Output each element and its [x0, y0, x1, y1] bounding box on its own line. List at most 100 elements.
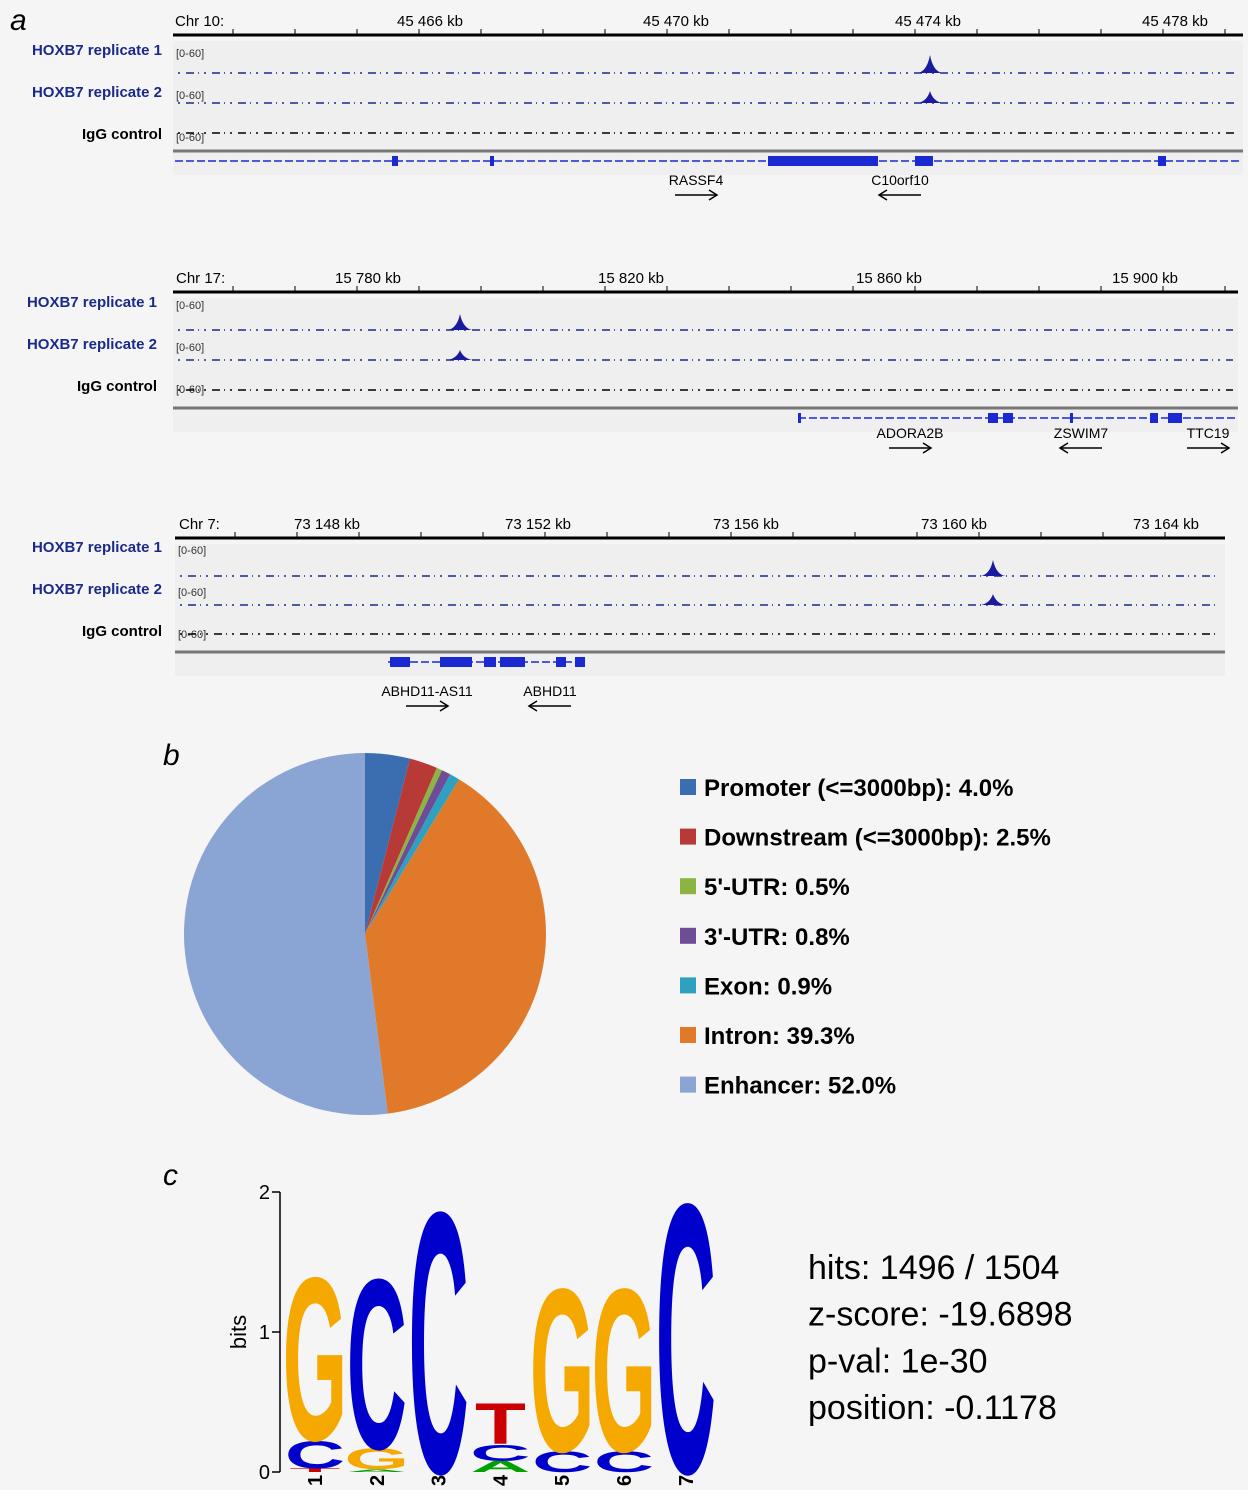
- legend-value: 2.5%: [996, 825, 1051, 852]
- track-name: HOXB7 replicate 1: [32, 42, 162, 59]
- motif-stat: hits: 1496 / 1504: [808, 1249, 1059, 1287]
- chrom-label: Chr 10:: [175, 13, 224, 30]
- pie-slice: [365, 774, 460, 934]
- exon: [1070, 413, 1073, 423]
- peak: [448, 314, 472, 330]
- ruler-label: 15 780 kb: [335, 270, 401, 287]
- pie-slice: [365, 779, 546, 1114]
- legend-category: 3'-UTR:: [704, 924, 788, 951]
- logo-letter: C: [532, 1446, 592, 1479]
- logo-letter: C: [656, 1125, 716, 1490]
- track-range: [0-60]: [178, 587, 206, 599]
- x-tick-label: 2: [367, 1475, 389, 1486]
- gene-arrowhead: [877, 189, 888, 201]
- track-name: HOXB7 replicate 2: [32, 581, 162, 598]
- exon: [988, 413, 998, 423]
- track-range: [0-60]: [176, 300, 204, 312]
- legend-value: 39.3%: [787, 1023, 855, 1050]
- track-name: HOXB7 replicate 2: [32, 84, 162, 101]
- logo-letter: C: [594, 1446, 654, 1479]
- peak: [981, 594, 1005, 605]
- legend-value: 52.0%: [828, 1073, 896, 1100]
- legend-swatch: [680, 779, 696, 795]
- gene-arrowhead: [439, 700, 450, 712]
- legend-label: Downstream (<=3000bp): 2.5%: [704, 825, 1051, 852]
- logo-letter: G: [592, 1241, 657, 1490]
- x-tick-label: 5: [552, 1475, 574, 1486]
- logo-letter: C: [285, 1433, 345, 1477]
- motif-stat: position: -0.1178: [808, 1389, 1057, 1427]
- ruler-label: 15 860 kb: [856, 270, 922, 287]
- gene-label: C10orf10: [871, 172, 929, 188]
- legend-label: 5'-UTR: 0.5%: [704, 874, 850, 901]
- legend-category: 5'-UTR:: [704, 874, 788, 901]
- ruler-label: 73 164 kb: [1133, 516, 1199, 533]
- y-axis-label: bits: [226, 1315, 251, 1349]
- gene-label: TTC19: [1187, 425, 1230, 441]
- exon: [556, 657, 566, 667]
- track-range: [0-60]: [176, 90, 204, 102]
- legend-label: Exon: 0.9%: [704, 973, 832, 1000]
- exon: [1158, 156, 1166, 166]
- peak: [448, 350, 472, 360]
- peak: [981, 560, 1005, 576]
- legend-category: Promoter (<=3000bp):: [704, 775, 952, 802]
- ruler-label: 45 470 kb: [643, 13, 709, 30]
- panel-label: c: [163, 1159, 178, 1192]
- logo-letter: A: [347, 1469, 407, 1473]
- pie-slice: [365, 758, 437, 934]
- ruler-label: 73 148 kb: [294, 516, 360, 533]
- track-name: IgG control: [82, 623, 162, 640]
- legend-value: 0.9%: [777, 973, 832, 1000]
- x-tick-label: 6: [614, 1475, 636, 1486]
- exon: [1150, 413, 1158, 423]
- exon: [798, 413, 801, 423]
- gene-arrowhead: [527, 700, 538, 712]
- motif-stat: z-score: -19.6898: [808, 1296, 1073, 1334]
- gene-arrowhead: [708, 189, 719, 201]
- gene-arrowhead: [1220, 442, 1231, 454]
- legend-label: 3'-UTR: 0.8%: [704, 924, 850, 951]
- exon: [440, 657, 472, 667]
- exon: [768, 156, 878, 166]
- exon: [915, 156, 933, 166]
- gene-label: ABHD11: [523, 683, 577, 699]
- legend-label: Enhancer: 52.0%: [704, 1073, 896, 1100]
- exon: [1003, 413, 1013, 423]
- gene-arrowhead: [1058, 442, 1069, 454]
- legend-swatch: [680, 878, 696, 895]
- peak: [918, 55, 942, 73]
- exon: [500, 657, 525, 667]
- x-tick-label: 1: [305, 1475, 327, 1486]
- logo-letter: C: [470, 1440, 530, 1466]
- exon: [392, 156, 398, 166]
- pie-slice: [365, 770, 451, 934]
- chrom-label: Chr 17:: [176, 270, 225, 287]
- logo-letter: T: [475, 1392, 526, 1457]
- y-tick-label: 2: [259, 1182, 270, 1204]
- legend-value: 4.0%: [959, 775, 1014, 802]
- legend-category: Enhancer:: [704, 1073, 821, 1100]
- logo-letter: G: [283, 1229, 348, 1490]
- x-tick-label: 7: [676, 1475, 698, 1486]
- ruler-label: 45 474 kb: [895, 13, 961, 30]
- ruler-label: 73 156 kb: [713, 516, 779, 533]
- legend-label: Intron: 39.3%: [704, 1023, 855, 1050]
- track-range: [0-60]: [176, 342, 204, 354]
- ruler-label: 45 466 kb: [397, 13, 463, 30]
- logo-letter: A: [470, 1458, 530, 1475]
- legend-value: 0.8%: [795, 924, 850, 951]
- track-panel: [175, 544, 1225, 676]
- exon: [490, 156, 494, 166]
- panel-label: a: [10, 4, 27, 37]
- track-name: HOXB7 replicate 1: [27, 294, 157, 311]
- track-range: [0-60]: [176, 48, 204, 60]
- legend-category: Exon:: [704, 973, 771, 1000]
- ruler-label: 73 152 kb: [505, 516, 571, 533]
- ruler-label: 15 900 kb: [1112, 270, 1178, 287]
- gene-arrowhead: [922, 442, 933, 454]
- track-panel: [173, 298, 1238, 432]
- legend-swatch: [680, 828, 696, 845]
- pie-slice: [365, 753, 411, 934]
